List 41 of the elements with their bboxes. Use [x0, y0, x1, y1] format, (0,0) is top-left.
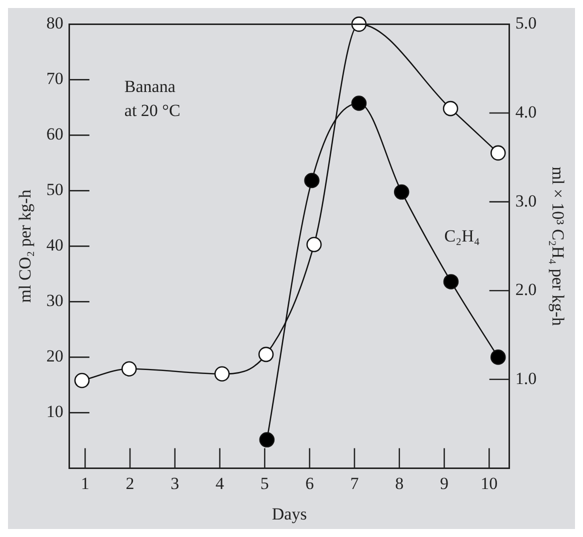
- y-tick-label: 70: [46, 69, 64, 88]
- y2-tick-label: 4.0: [515, 102, 537, 122]
- point: [304, 172, 320, 188]
- x-tick-label: 10: [480, 474, 498, 493]
- y-tick-label: 60: [46, 124, 64, 144]
- x-tick-label: 7: [350, 474, 360, 493]
- annotation: Banana at 20 °C: [124, 77, 180, 120]
- x-tick-label: 1: [80, 474, 90, 493]
- point: [443, 274, 459, 290]
- y-tick-label: 40: [46, 236, 64, 255]
- x-tick-label: 8: [395, 474, 404, 493]
- y-tick-label: 50: [46, 180, 64, 200]
- point: [306, 236, 322, 252]
- y-tick-label: 20: [46, 346, 64, 366]
- x-axis-title: Days: [272, 504, 307, 524]
- y2-tick-label: 5.0: [515, 14, 537, 33]
- point: [258, 346, 274, 362]
- x-tick-label: 6: [305, 474, 314, 493]
- y2-tick-label: 1.0: [515, 368, 537, 388]
- y-tick-label: 30: [46, 291, 64, 310]
- y2-tick-label: 3.0: [515, 191, 537, 210]
- point: [442, 100, 458, 116]
- x-tick-label: 4: [216, 474, 225, 493]
- point: [490, 145, 506, 161]
- point: [490, 350, 506, 365]
- y2-tick-label: 2.0: [515, 280, 537, 300]
- point: [121, 361, 137, 377]
- x-tick-label: 5: [260, 474, 269, 493]
- point: [394, 184, 410, 200]
- point: [259, 432, 275, 448]
- y-tick-label: 10: [46, 402, 64, 422]
- x-tick-label: 9: [440, 474, 449, 493]
- series-label: C₂H₄: [444, 226, 480, 246]
- point: [214, 366, 230, 382]
- x-tick-label: 2: [126, 474, 134, 493]
- point: [74, 372, 90, 388]
- y2-axis-title: ml × 10³ C₂H₄ per kg-h: [548, 166, 568, 326]
- y-axis-title: ml CO₂ per kg-h: [16, 189, 35, 303]
- y-tick-label: 80: [46, 14, 64, 33]
- point: [351, 96, 367, 111]
- x-tick-label: 3: [170, 474, 180, 493]
